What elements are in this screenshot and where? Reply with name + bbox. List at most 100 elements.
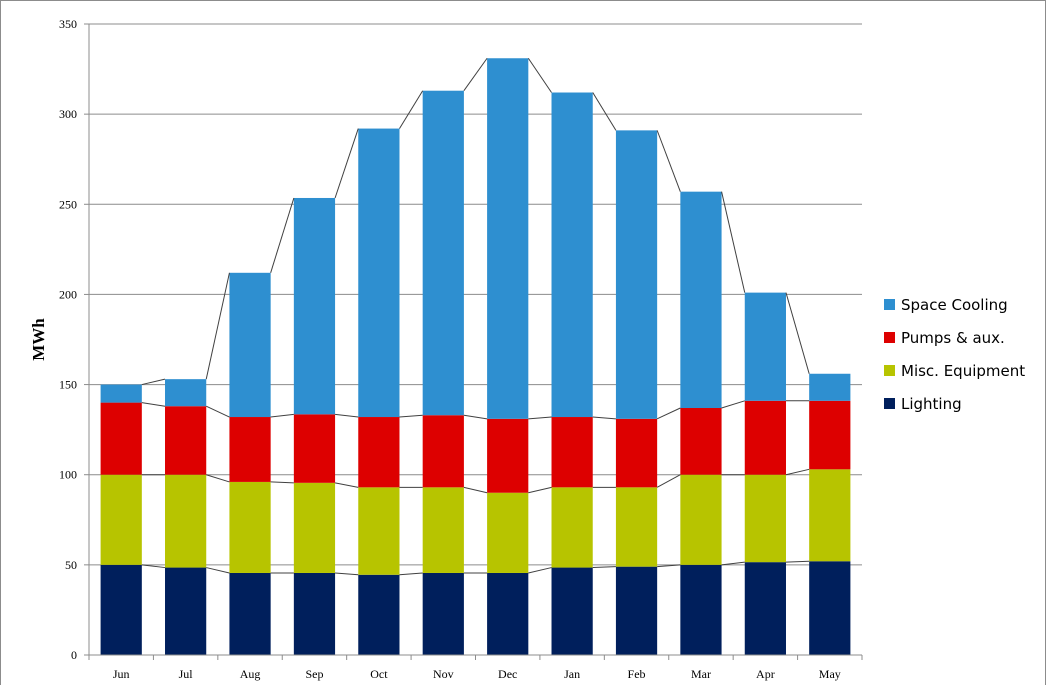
- series-line: [721, 400, 745, 409]
- bar-pumps-aux--sep: [293, 414, 336, 483]
- series-connector-lines: [141, 57, 810, 576]
- series-line: [592, 92, 617, 131]
- x-tick-label: Jan: [564, 667, 580, 681]
- series-line: [656, 130, 681, 192]
- series-line: [592, 566, 616, 569]
- series-line: [141, 564, 166, 569]
- x-tick-label: Apr: [756, 667, 775, 681]
- y-tick-label: 150: [59, 378, 77, 392]
- bar-lighting-nov: [422, 572, 464, 655]
- legend-swatch: [884, 398, 895, 409]
- series-line: [270, 413, 294, 418]
- x-tick-label: May: [819, 667, 841, 681]
- bar-lighting-feb: [615, 566, 658, 655]
- bar-space-cooling-dec: [487, 58, 529, 419]
- x-tick-label: Oct: [370, 667, 388, 681]
- bar-misc-equipment-may: [809, 469, 851, 562]
- bar-lighting-jul: [165, 567, 207, 655]
- legend-label: Space Cooling: [901, 295, 1008, 314]
- series-line: [463, 57, 488, 91]
- series-line: [206, 474, 230, 483]
- series-line: [334, 128, 359, 199]
- series-line: [527, 57, 552, 93]
- legend-item-lighting: Lighting: [884, 387, 1044, 420]
- y-tick-label: 300: [59, 107, 77, 121]
- bar-pumps-aux--feb: [615, 418, 658, 488]
- y-tick-label: 100: [59, 468, 77, 482]
- bar-pumps-aux--nov: [422, 415, 464, 488]
- legend-swatch: [884, 332, 895, 343]
- series-line: [206, 405, 230, 418]
- series-line: [657, 564, 681, 568]
- bar-pumps-aux--dec: [487, 418, 529, 493]
- y-tick-label: 50: [65, 558, 77, 572]
- x-tick-labels: Jun Jul Aug Sep Oct Nov Dec Jan Feb Mar Apr May: [113, 667, 841, 681]
- series-line: [270, 197, 295, 273]
- bar-misc-equipment-aug: [229, 481, 271, 573]
- bar-misc-equipment-oct: [358, 487, 400, 575]
- bar-space-cooling-jul: [165, 379, 207, 407]
- bar-pumps-aux--jun: [100, 402, 142, 475]
- legend-item-misc-equipment: Misc. Equipment: [884, 354, 1044, 387]
- bar-misc-equipment-jun: [100, 474, 142, 565]
- legend-swatch: [884, 365, 895, 376]
- bar-space-cooling-feb: [615, 130, 658, 419]
- series-line: [399, 90, 424, 129]
- legend-item-pumps-aux: Pumps & aux.: [884, 321, 1044, 354]
- bar-misc-equipment-sep: [293, 482, 336, 573]
- gridlines: [89, 23, 862, 566]
- bar-misc-equipment-jan: [551, 487, 593, 568]
- bar-space-cooling-sep: [293, 197, 336, 415]
- bar-lighting-oct: [358, 574, 400, 655]
- bar-pumps-aux--oct: [358, 417, 400, 488]
- legend-label: Pumps & aux.: [901, 328, 1005, 347]
- series-line: [141, 402, 166, 407]
- x-tick-label: Nov: [433, 667, 454, 681]
- series-line: [721, 561, 745, 566]
- legend-label: Misc. Equipment: [901, 361, 1026, 380]
- series-line: [334, 482, 359, 488]
- legend-label: Lighting: [901, 394, 962, 413]
- series-line: [592, 416, 616, 420]
- series-line: [463, 414, 488, 420]
- bar-space-cooling-jan: [551, 92, 593, 418]
- y-tick-label: 0: [71, 648, 77, 662]
- series-line: [463, 486, 488, 494]
- bar-misc-equipment-feb: [615, 487, 658, 567]
- axes: [84, 23, 863, 660]
- series-line: [785, 560, 810, 563]
- bar-lighting-apr: [744, 562, 786, 655]
- series-line: [141, 378, 166, 386]
- series-line: [206, 567, 230, 574]
- bar-lighting-jan: [551, 567, 593, 655]
- series-line: [205, 272, 230, 380]
- series-line: [399, 572, 423, 576]
- bar-space-cooling-aug: [229, 272, 271, 418]
- x-tick-label: Aug: [240, 667, 261, 681]
- legend-item-space-cooling: Space Cooling: [884, 288, 1044, 321]
- series-line: [528, 567, 552, 574]
- y-tick-labels: 0 50 100 150 200 250 300 350: [59, 17, 77, 662]
- bar-space-cooling-jun: [100, 384, 142, 403]
- x-tick-label: Sep: [305, 667, 323, 681]
- x-tick-label: Dec: [498, 667, 517, 681]
- x-tick-label: Jun: [113, 667, 130, 681]
- bar-lighting-dec: [487, 572, 529, 655]
- bar-misc-equipment-jul: [165, 474, 207, 568]
- y-tick-label: 350: [59, 17, 77, 31]
- series-line: [721, 191, 746, 293]
- bar-pumps-aux--apr: [744, 400, 786, 475]
- bar-space-cooling-apr: [744, 292, 786, 401]
- series-line: [785, 468, 810, 476]
- bar-lighting-jun: [100, 564, 142, 655]
- bar-pumps-aux--mar: [680, 408, 722, 475]
- bar-lighting-sep: [293, 572, 336, 655]
- bar-misc-equipment-dec: [487, 492, 529, 573]
- series-line: [656, 407, 681, 420]
- bar-lighting-may: [809, 561, 851, 655]
- x-tick-label: Jul: [179, 667, 194, 681]
- bar-space-cooling-may: [809, 373, 851, 401]
- bar-space-cooling-mar: [680, 191, 722, 409]
- legend: Space Cooling Pumps & aux. Misc. Equipment…: [884, 288, 1044, 420]
- bar-lighting-aug: [229, 572, 271, 655]
